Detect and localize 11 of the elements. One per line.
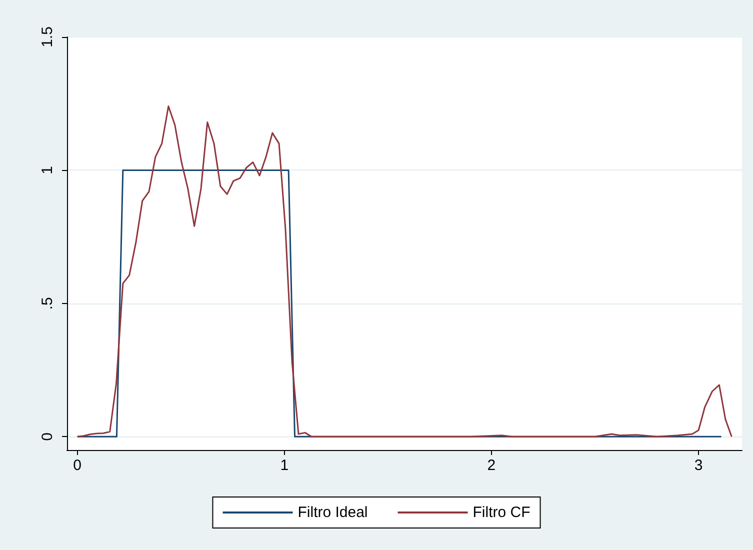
line-series (76, 106, 732, 438)
y-tick-label: 1 (39, 166, 56, 174)
x-tick-label: 2 (487, 457, 496, 474)
x-tick-label: 0 (73, 457, 82, 474)
y-tick-label: .5 (39, 297, 56, 310)
x-tick-label: 1 (280, 457, 289, 474)
y-tick-label: 1.5 (39, 26, 56, 48)
legend-label: Filtro Ideal (298, 504, 368, 521)
y-tick-label: 0 (39, 432, 56, 441)
x-tick-label: 3 (694, 457, 703, 474)
legend-label: Filtro CF (472, 504, 530, 521)
